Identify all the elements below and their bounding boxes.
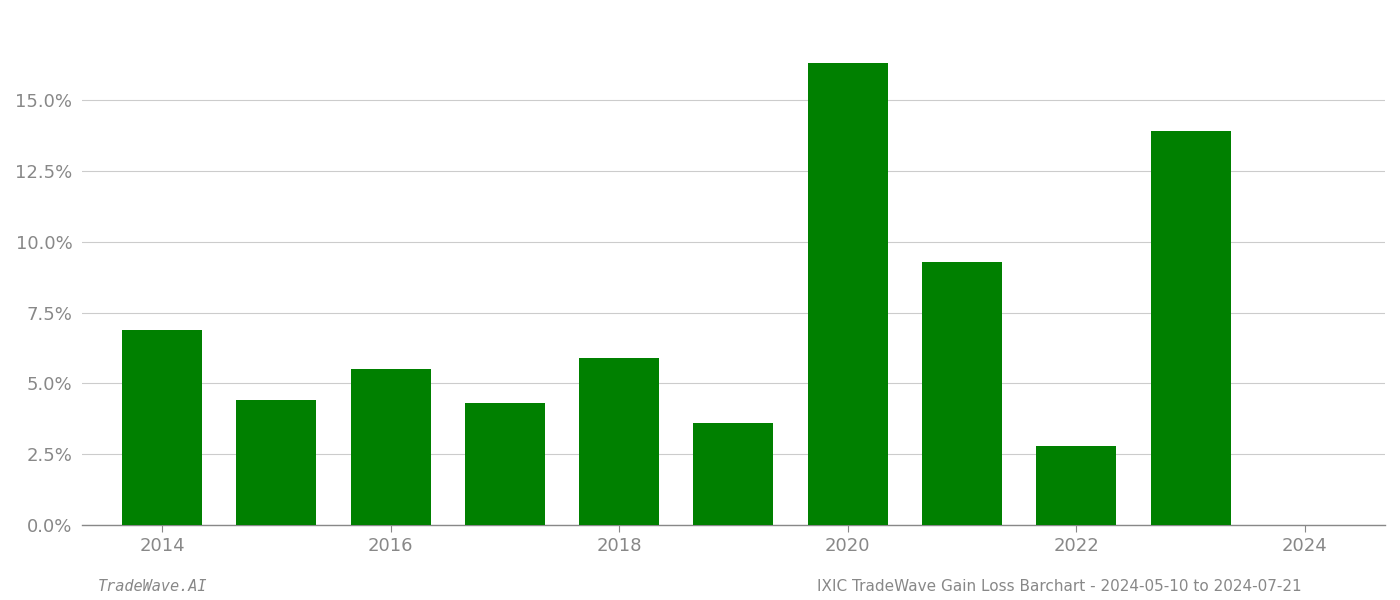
Bar (350, 370, 431, 525)
Text: IXIC TradeWave Gain Loss Barchart - 2024-05-10 to 2024-07-21: IXIC TradeWave Gain Loss Barchart - 2024… (818, 579, 1302, 594)
Bar (122, 329, 202, 525)
Bar (693, 423, 773, 525)
Bar (1151, 131, 1231, 525)
Bar (923, 262, 1002, 525)
Bar (808, 63, 888, 525)
Text: TradeWave.AI: TradeWave.AI (98, 579, 207, 594)
Bar (465, 403, 545, 525)
Bar (580, 358, 659, 525)
Bar (237, 400, 316, 525)
Bar (1036, 446, 1116, 525)
